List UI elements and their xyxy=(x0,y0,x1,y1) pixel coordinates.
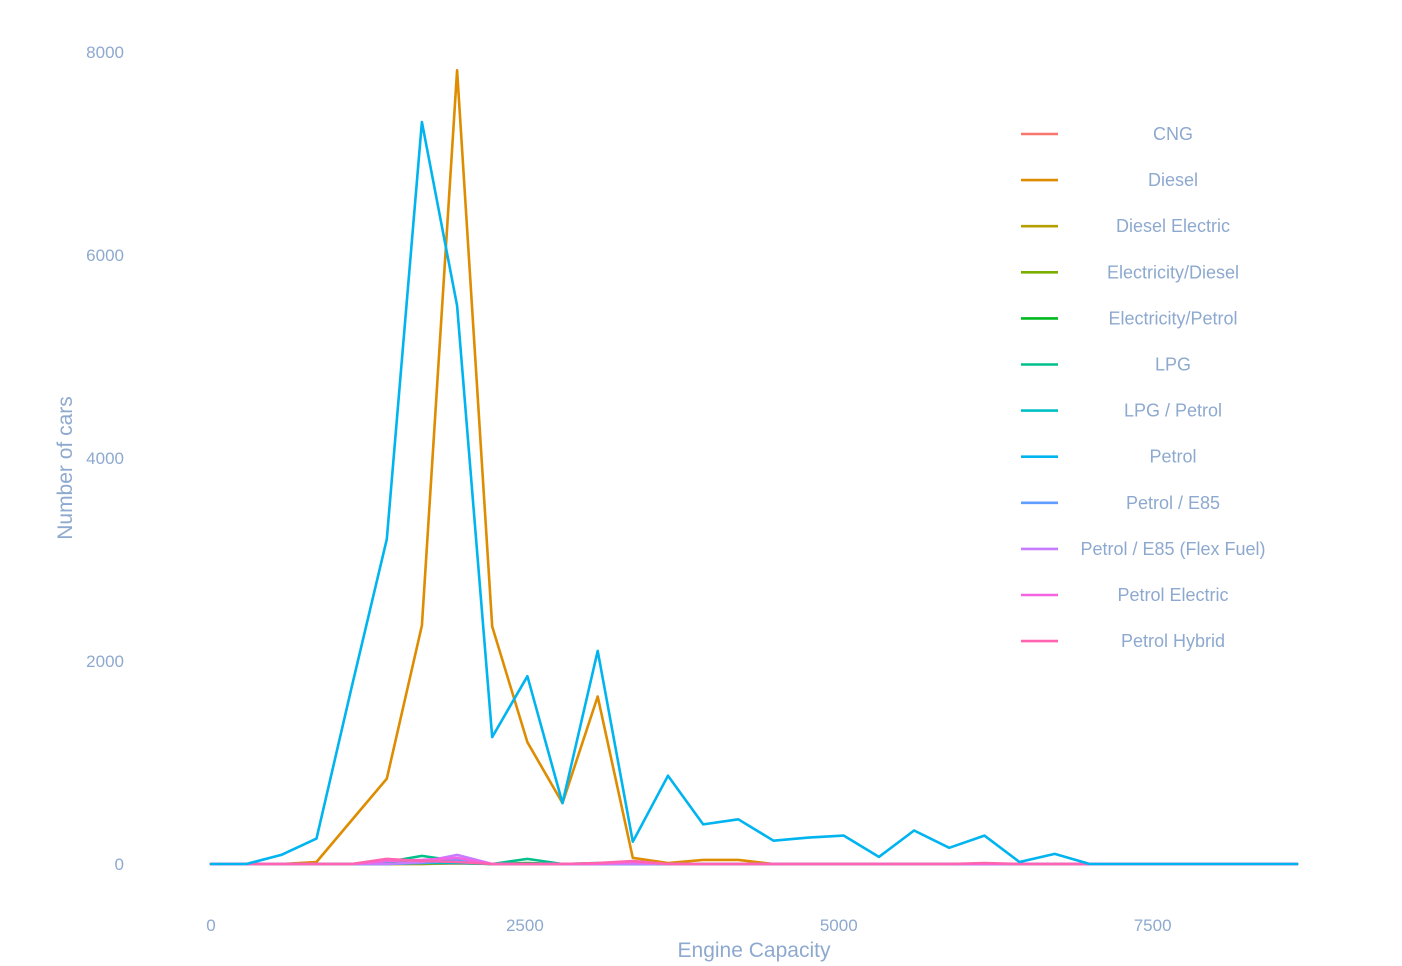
x-tick-label: 5000 xyxy=(820,916,858,935)
y-tick-label: 8000 xyxy=(86,43,124,62)
legend-label: Petrol Electric xyxy=(1117,585,1228,605)
series-lines xyxy=(209,69,1299,866)
legend-item[interactable]: LPG / Petrol xyxy=(1021,401,1222,421)
x-tick-label: 2500 xyxy=(506,916,544,935)
x-tick-label: 0 xyxy=(206,916,215,935)
legend-label: Petrol Hybrid xyxy=(1121,631,1225,651)
legend-label: Electricity/Diesel xyxy=(1107,262,1239,282)
series-line-diesel xyxy=(209,69,1299,866)
legend-label: LPG / Petrol xyxy=(1124,401,1222,421)
legend-label: Petrol / E85 (Flex Fuel) xyxy=(1080,539,1265,559)
series-line-petrol xyxy=(209,120,1299,866)
y-tick-label: 6000 xyxy=(86,246,124,265)
legend-item[interactable]: Petrol / E85 xyxy=(1021,493,1220,513)
y-tick-label: 2000 xyxy=(86,652,124,671)
legend-item[interactable]: Diesel xyxy=(1021,170,1198,190)
y-axis-title: Number of cars xyxy=(54,396,77,540)
legend-item[interactable]: Petrol xyxy=(1021,447,1197,467)
y-tick-label: 0 xyxy=(115,855,124,874)
y-axis: 0 2000 4000 6000 8000 xyxy=(86,43,124,874)
legend-item[interactable]: Petrol / E85 (Flex Fuel) xyxy=(1021,539,1266,559)
x-axis-title: Engine Capacity xyxy=(678,939,831,962)
legend-label: LPG xyxy=(1155,355,1191,375)
y-tick-label: 4000 xyxy=(86,449,124,468)
legend-item[interactable]: Electricity/Petrol xyxy=(1021,308,1238,328)
legend-item[interactable]: LPG xyxy=(1021,355,1191,375)
legend-label: Diesel Electric xyxy=(1116,216,1230,236)
legend-item[interactable]: CNG xyxy=(1021,124,1193,144)
legend-label: Petrol xyxy=(1149,447,1196,467)
x-tick-label: 7500 xyxy=(1134,916,1172,935)
legend-label: Electricity/Petrol xyxy=(1108,308,1237,328)
legend-item[interactable]: Diesel Electric xyxy=(1021,216,1230,236)
legend-item[interactable]: Electricity/Diesel xyxy=(1021,262,1239,282)
legend-label: CNG xyxy=(1153,124,1193,144)
x-axis: 0 2500 5000 7500 xyxy=(206,916,1171,935)
legend-label: Diesel xyxy=(1148,170,1198,190)
legend-label: Petrol / E85 xyxy=(1126,493,1220,513)
legend-item[interactable]: Petrol Hybrid xyxy=(1021,631,1225,651)
legend: CNG Diesel Diesel Electric Electricity/Dies… xyxy=(1021,124,1266,651)
legend-item[interactable]: Petrol Electric xyxy=(1021,585,1229,605)
